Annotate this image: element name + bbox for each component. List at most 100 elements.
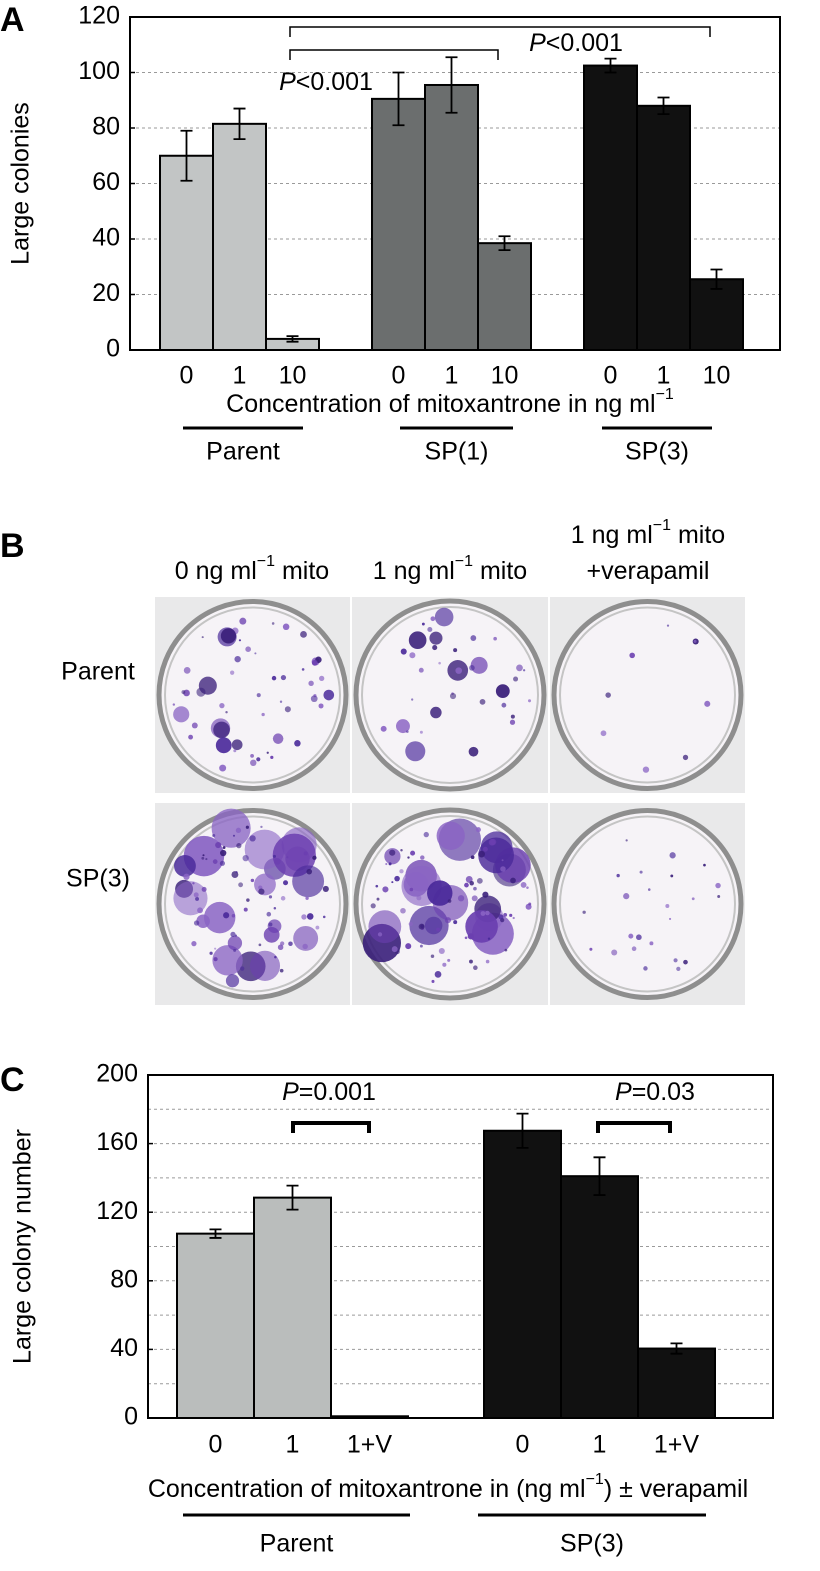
colony [249,835,256,842]
colony [215,737,232,754]
colony [469,959,473,964]
bar [689,278,744,351]
colony [616,873,620,878]
colony [434,607,454,627]
error-bar [670,1342,683,1355]
colony [473,965,478,970]
colony [600,730,607,737]
colony [703,863,706,867]
colony [427,627,433,633]
error-bar-line [286,1184,299,1211]
colony [526,886,529,889]
group-label: SP(3) [560,1530,624,1558]
column-label-part: 1 ng ml [373,557,455,585]
colony [649,941,654,946]
colony [418,667,424,673]
significance-bracket [291,1121,371,1133]
colony [272,733,284,744]
colony [670,874,674,878]
colony [292,865,325,898]
colony [301,668,305,671]
column-label-part: 0 ng ml [175,557,257,585]
colony [447,958,451,962]
bar [560,1175,639,1420]
colony [510,714,515,719]
column-label: 1 ng ml−1 mito [373,553,527,584]
colony [409,652,416,659]
x-tick-label: 0 [516,1431,530,1459]
colony [582,910,586,914]
colony [589,947,593,951]
colony [668,917,672,921]
colony [473,886,477,891]
colony [467,933,474,940]
error-bar-line [286,335,299,343]
colony [628,933,634,939]
colony [509,913,513,917]
dish-inner-rim [164,815,341,993]
y-tick-label: 100 [78,57,120,85]
colony [261,712,265,717]
significance-bracket [289,26,711,37]
y-tick-label: 0 [106,335,120,363]
x-tick-label: 0 [604,362,618,390]
colony [193,920,200,926]
dish-inner-rim [559,815,736,993]
colony [234,655,241,663]
colony [196,914,210,928]
colony [323,689,335,701]
colony [305,896,309,900]
error-bar [209,1228,222,1239]
colony [235,827,242,834]
colony [246,898,250,902]
colony [455,667,463,674]
colony [219,860,225,866]
dish-image [155,803,350,1005]
colony [611,949,618,956]
error-bar [604,57,617,74]
bar [636,104,691,351]
colony [485,910,490,916]
dish-image [550,597,745,793]
column-label-part: mito [671,521,725,549]
colony [673,958,678,963]
colony [623,893,630,900]
colony [385,862,388,866]
colony [223,912,230,919]
colony [377,932,383,937]
dish-rim [353,598,547,792]
group-label: Parent [260,1530,334,1558]
bar [330,1415,409,1420]
panel-label: A [0,1,25,39]
annotation-text: <0.001 [296,68,373,96]
colony [400,848,403,852]
colony [442,962,447,967]
colony [250,754,254,758]
colony [394,875,400,882]
colony [482,891,489,898]
error-bar-line [593,1156,606,1196]
column-label: 0 ng ml−1 mito [175,553,329,584]
x-tick-label: 1+V [654,1431,700,1459]
colony [258,888,265,895]
colony [220,628,237,644]
colony [447,899,452,903]
panel-label: B [0,527,25,565]
colony [212,945,243,976]
colony [669,852,676,859]
colony [245,646,251,653]
colony [513,676,519,682]
colony [225,974,240,988]
colony [487,937,491,940]
colony [193,892,199,898]
row-label: Parent [61,658,135,686]
dish-image [550,803,745,1005]
colony [495,684,510,698]
colony [315,925,320,930]
colony [528,699,532,703]
y-tick-label: 60 [92,168,120,196]
colony [400,648,407,655]
colony [209,951,213,955]
y-tick-label: 80 [110,1265,138,1293]
colony [691,897,695,901]
